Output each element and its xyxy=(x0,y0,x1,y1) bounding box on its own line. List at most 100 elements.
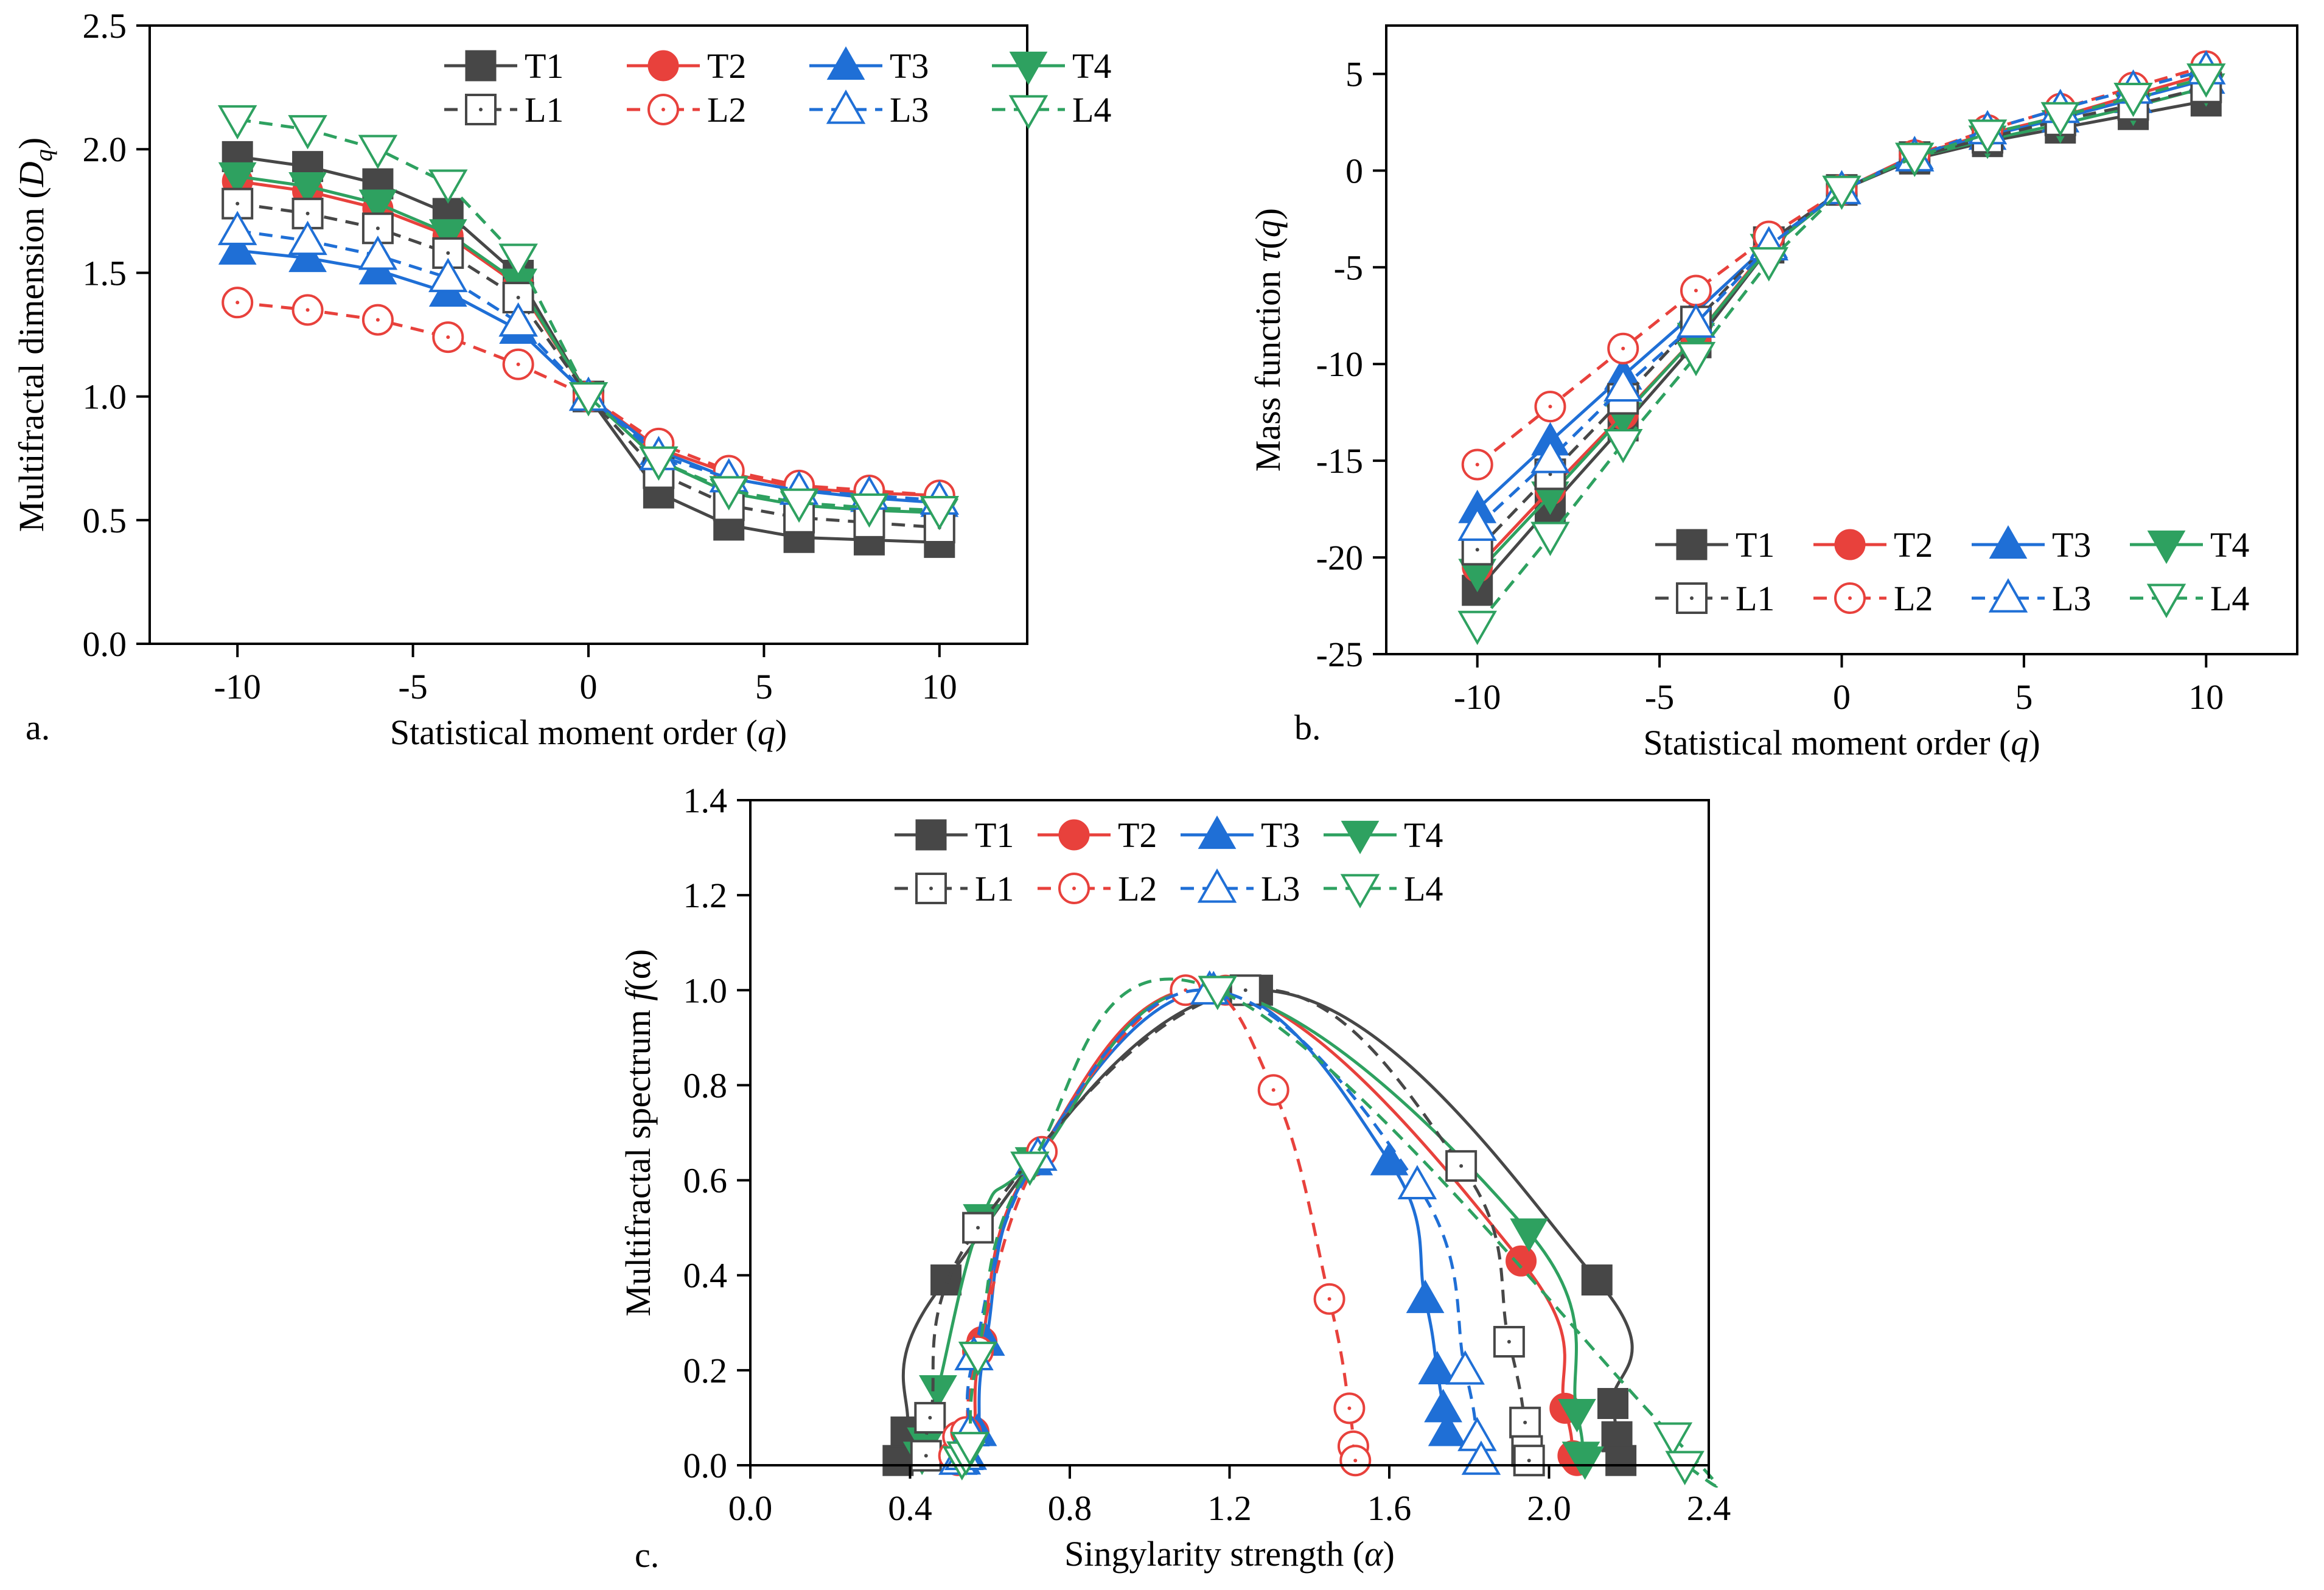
y-tick-label-0: 0.0 xyxy=(683,1446,728,1485)
series-l1-point-3-dot xyxy=(446,251,450,255)
series-l1-point-2-dot xyxy=(375,226,380,231)
series-l4-point-3 xyxy=(958,1341,998,1376)
x-tick-label-6: 2.4 xyxy=(1687,1488,1731,1528)
series-l3-line xyxy=(237,229,940,502)
legend-item-l3: L3 xyxy=(1972,578,2091,618)
series-t3-line xyxy=(961,988,1449,1462)
legend-label-l4: L4 xyxy=(2210,579,2249,618)
y-axis-label: Multifractal spectrum f(α) xyxy=(618,949,658,1317)
legend-item-t2: T2 xyxy=(627,46,746,86)
chart-a: -10 -5 0 5 10 0.0 0.5 1.0 1.5 2.0 2.5 Statistical m… xyxy=(12,6,1111,752)
series-t4-point-9 xyxy=(1566,1446,1604,1480)
series-l3-point-0 xyxy=(1457,506,1497,541)
legend-marker-t1 xyxy=(915,819,947,851)
series-l3-point-8 xyxy=(1457,1417,1497,1451)
series-t2-line xyxy=(237,180,940,497)
series-l3-point-1 xyxy=(1530,439,1570,473)
legend-label-t3: T3 xyxy=(2052,525,2091,565)
series-t1-point-2 xyxy=(930,1264,962,1296)
legend-label-l1: L1 xyxy=(975,869,1014,908)
y-tick-label-2: 1.0 xyxy=(83,377,127,417)
legend-item-t4: T4 xyxy=(2130,525,2249,565)
series-l2-point-0-dot xyxy=(236,301,240,305)
legend-marker-t2 xyxy=(647,50,679,82)
y-tick-label-5: 1.0 xyxy=(683,971,728,1010)
series-l3-point-6 xyxy=(1397,1165,1437,1199)
x-tick-label-3: 5 xyxy=(755,667,773,706)
legend-label-l2: L2 xyxy=(1118,869,1157,908)
series-l4-point-8 xyxy=(2040,102,2081,137)
series-l3 xyxy=(217,211,960,515)
x-tick-label-0: -10 xyxy=(1454,677,1501,717)
series-t3-point-10 xyxy=(1428,1412,1467,1446)
series-t1-line xyxy=(237,155,940,544)
series-l4-point-2 xyxy=(950,1432,990,1466)
series-l2-line xyxy=(952,986,1357,1461)
x-tick-label-0: 0.0 xyxy=(728,1488,773,1528)
series-l4-line xyxy=(237,117,940,512)
legend-marker-t4 xyxy=(1009,51,1048,85)
legend-marker-t3 xyxy=(1989,525,2028,559)
series-l1-line xyxy=(1476,86,2207,551)
x-tick-label-1: 0.4 xyxy=(888,1488,932,1528)
series-l2-point-3-dot xyxy=(446,335,450,340)
series-l2-point-1-dot xyxy=(1548,405,1552,409)
x-axis-label: Singylarity strength (α) xyxy=(1064,1534,1395,1574)
y-tick-label-0: 0.0 xyxy=(83,624,127,664)
legend-item-l2: L2 xyxy=(627,90,746,130)
series-l2 xyxy=(1461,50,2222,481)
series-l4-point-7 xyxy=(1967,119,2008,154)
series-l4-point-2 xyxy=(358,134,398,170)
series-t3-line xyxy=(1476,78,2207,511)
series-t3-point-0 xyxy=(218,231,257,265)
legend-b: T1 T2 T3 T4 L1 L2 L3 L4 xyxy=(1655,525,2249,618)
series-t3 xyxy=(218,231,959,517)
legend-marker-t1 xyxy=(1676,529,1708,560)
x-axis-label: Statistical moment order (q) xyxy=(1643,723,2040,762)
panel-label-c: c. xyxy=(635,1535,659,1575)
legend-marker-l1-dot xyxy=(929,887,933,890)
series-t4-point-3 xyxy=(428,219,467,253)
legend-marker-t3 xyxy=(1198,815,1237,849)
series-t4-line xyxy=(1476,86,2207,574)
series-l4-point-0 xyxy=(217,105,257,140)
legend-marker-l2-dot xyxy=(661,108,665,111)
legend-label-l1: L1 xyxy=(525,90,564,130)
series-l1-point-1-dot xyxy=(305,211,310,215)
legend-marker-l4 xyxy=(2146,584,2186,618)
legend-item-l2: L2 xyxy=(1038,869,1157,908)
legend-label-l3: L3 xyxy=(1261,869,1300,908)
series-t3 xyxy=(1458,60,2225,523)
legend-item-t3: T3 xyxy=(809,46,929,86)
legend-item-l4: L4 xyxy=(2130,579,2249,618)
legend-item-t4: T4 xyxy=(1324,815,1443,855)
legend-item-l4: L4 xyxy=(992,90,1111,130)
legend-marker-t1 xyxy=(465,50,497,82)
legend-label-t3: T3 xyxy=(890,46,929,86)
series-l4-point-1 xyxy=(288,115,327,150)
series-t4-point-2 xyxy=(919,1375,957,1409)
series-l4-point-5 xyxy=(1822,175,1862,211)
series-t1-point-5 xyxy=(1597,1388,1628,1420)
series-t4-point-1 xyxy=(288,172,327,206)
series-l2-point-10-dot xyxy=(1353,1459,1358,1463)
y-tick-label-3: 0.6 xyxy=(683,1161,728,1201)
chart-c: 0.0 0.4 0.8 1.2 1.6 2.0 2.4 0.0 0.2 0.4 0.6 0.8 1.0 1… xyxy=(618,781,1731,1575)
series-l4-point-4 xyxy=(1749,247,1788,282)
x-tick-label-4: 10 xyxy=(922,667,957,706)
legend-marker-l2-dot xyxy=(1848,596,1852,600)
legend-label-t4: T4 xyxy=(2210,525,2249,565)
series-l3-point-3 xyxy=(1676,303,1716,338)
legend-item-t2: T2 xyxy=(1038,815,1157,855)
y-axis-label: Mass function τ(q) xyxy=(1248,208,1288,472)
legend-item-t2: T2 xyxy=(1813,525,1933,565)
series-l2-point-7-dot xyxy=(1327,1297,1331,1301)
series-l2-point-2-dot xyxy=(1621,346,1625,350)
legend-label-l3: L3 xyxy=(890,90,929,130)
legend-label-t2: T2 xyxy=(1118,815,1157,855)
series-t1-point-4 xyxy=(1581,1264,1613,1296)
series-l4 xyxy=(1457,63,2226,646)
legend-label-l2: L2 xyxy=(707,90,746,130)
series-t4-point-6 xyxy=(1510,1218,1549,1252)
